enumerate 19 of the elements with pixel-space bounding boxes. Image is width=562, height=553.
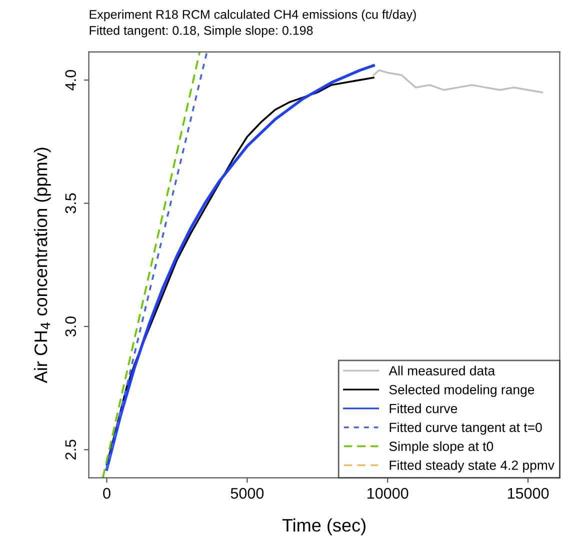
y-axis-title: Air CH$_{4}$ concentration (ppmv) (34, 148, 51, 384)
legend-label: Fitted curve tangent at t=0 (390, 422, 542, 435)
chart-subtitle: Fitted tangent: 0.18, Simple slope: 0.198 (90, 26, 313, 38)
y-tick-label: 3.0 (65, 316, 76, 337)
legend-label: Selected modeling range (389, 384, 534, 397)
legend-label: Simple slope at t0 (389, 441, 494, 454)
chart-title: Experiment R18 RCM calculated CH4 emissions (cu ft/day) (90, 10, 416, 22)
y-tick-label: 4.0 (65, 70, 76, 90)
x-tick-label: 10000 (368, 488, 408, 499)
y-tick-label: 3.5 (65, 193, 76, 214)
x-tick-label: 5000 (230, 488, 264, 499)
y-tick-label: 2.5 (65, 440, 76, 460)
legend-label: All measured data (388, 366, 496, 376)
x-tick-label: 15000 (508, 488, 549, 499)
x-axis-title: Time (sec) (282, 518, 366, 536)
legend-label: Fitted steady state 4.2 ppmv (390, 460, 554, 473)
x-tick-label: 0 (103, 488, 110, 499)
legend-label: Fitted curve (390, 404, 458, 414)
line-series (372, 69, 543, 94)
